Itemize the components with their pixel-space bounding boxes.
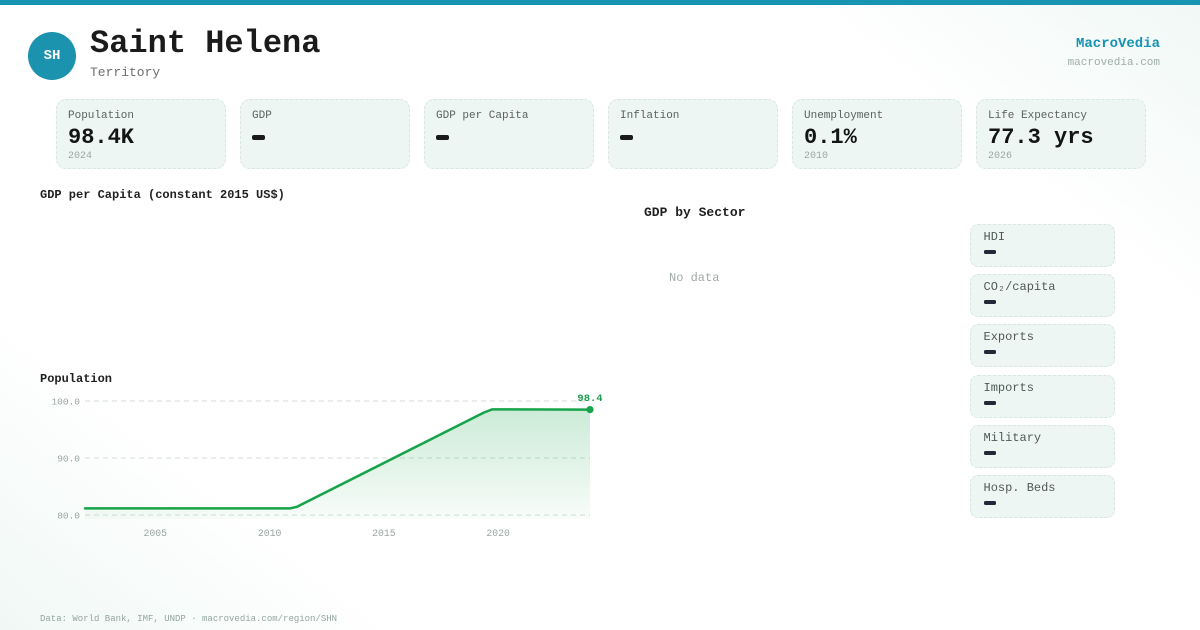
svg-text:100.0: 100.0	[51, 397, 80, 408]
svg-text:98.4: 98.4	[577, 393, 602, 405]
svg-text:80.0: 80.0	[57, 511, 80, 522]
svg-text:2015: 2015	[372, 528, 396, 539]
svg-text:2010: 2010	[258, 528, 282, 539]
svg-text:2020: 2020	[486, 528, 510, 539]
svg-text:90.0: 90.0	[57, 454, 80, 465]
svg-text:2005: 2005	[144, 528, 168, 539]
